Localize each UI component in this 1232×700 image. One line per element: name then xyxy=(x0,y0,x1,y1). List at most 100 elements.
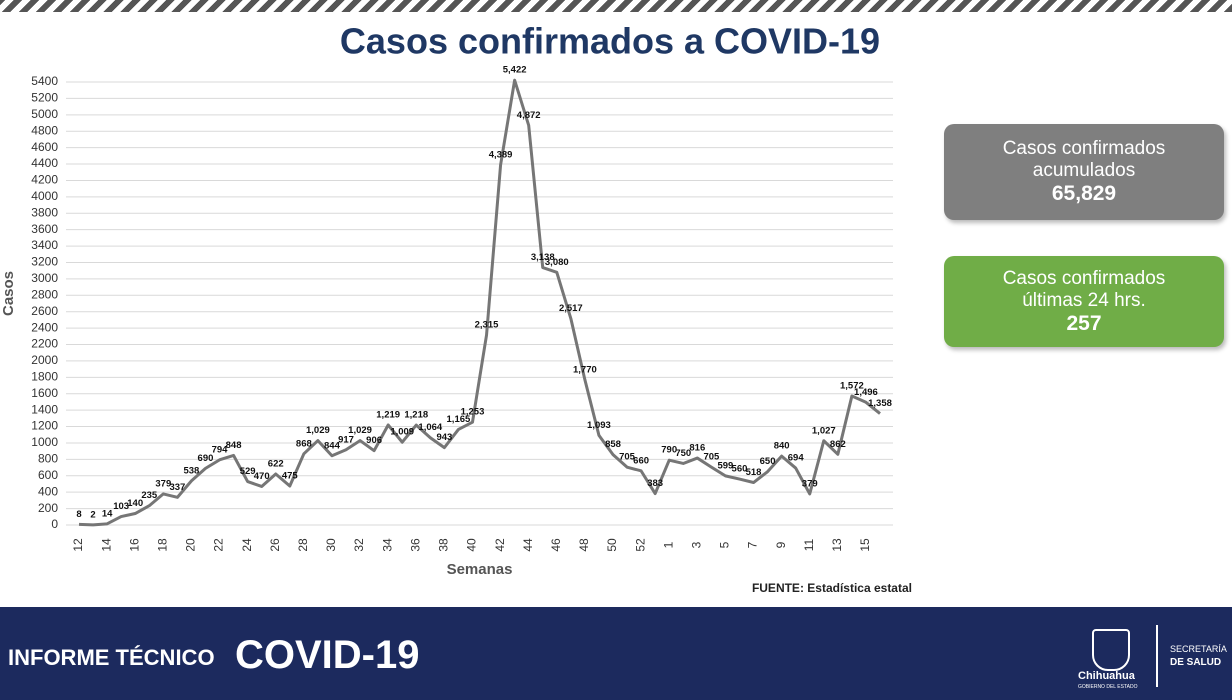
data-label: 103 xyxy=(113,501,129,512)
x-tick-label: 36 xyxy=(408,538,422,552)
x-tick-label: 20 xyxy=(184,538,198,552)
summary-card: Casos confirmados últimas 24 hrs. 257 xyxy=(944,256,1224,347)
data-label: 1,770 xyxy=(573,364,597,375)
data-label: 917 xyxy=(338,434,354,445)
x-tick-label: 26 xyxy=(268,538,282,552)
data-label: 2,517 xyxy=(559,303,583,314)
y-axis-title: Casos xyxy=(0,271,17,316)
data-label: 4,389 xyxy=(489,149,513,160)
data-label: 660 xyxy=(633,455,649,466)
y-tick-label: 3200 xyxy=(31,255,58,269)
data-label: 840 xyxy=(774,441,790,452)
x-tick-label: 22 xyxy=(212,538,226,552)
y-tick-label: 3000 xyxy=(31,271,58,285)
x-axis-title: Semanas xyxy=(447,561,513,578)
y-tick-label: 5400 xyxy=(31,74,58,88)
x-tick-label: 12 xyxy=(71,538,85,552)
y-tick-label: 0 xyxy=(51,517,58,531)
y-tick-label: 5200 xyxy=(31,91,58,105)
footer: INFORME TÉCNICO COVID-19 Chihuahua GOBIE… xyxy=(0,607,1232,700)
data-label: 1,219 xyxy=(376,410,400,421)
footer-dept: DE SALUD xyxy=(1170,657,1222,668)
x-tick-label: 18 xyxy=(155,538,169,552)
y-tick-label: 1600 xyxy=(31,386,58,400)
data-label: 14 xyxy=(102,508,113,519)
data-label: 8 xyxy=(76,509,81,520)
data-label: 690 xyxy=(198,453,214,464)
top-stripes xyxy=(0,0,1232,12)
footer-brand-sub: GOBIERNO DEL ESTADO xyxy=(1078,684,1138,690)
data-label: 848 xyxy=(226,440,242,451)
x-tick-label: 38 xyxy=(437,538,451,552)
footer-title: COVID-19 xyxy=(235,633,420,677)
data-label: 844 xyxy=(324,440,341,451)
data-label: 1,496 xyxy=(854,387,878,398)
data-label: 1,093 xyxy=(587,420,611,431)
y-tick-label: 2600 xyxy=(31,304,58,318)
x-tick-label: 7 xyxy=(746,541,760,548)
data-label: 622 xyxy=(268,458,284,469)
data-label: 379 xyxy=(155,478,171,489)
y-tick-label: 4800 xyxy=(31,123,58,137)
y-tick-label: 3400 xyxy=(31,238,58,252)
data-label: 3,080 xyxy=(545,257,569,268)
data-label: 4,872 xyxy=(517,110,541,121)
footer-brand: Chihuahua xyxy=(1078,670,1135,682)
data-label: 1,165 xyxy=(447,414,471,425)
x-tick-label: 28 xyxy=(296,538,310,552)
y-tick-label: 1200 xyxy=(31,419,58,433)
data-label: 1,064 xyxy=(418,422,442,433)
data-label: 906 xyxy=(366,435,382,446)
y-tick-label: 1000 xyxy=(31,435,58,449)
y-tick-label: 2400 xyxy=(31,320,58,334)
y-tick-label: 4000 xyxy=(31,189,58,203)
x-tick-label: 9 xyxy=(774,541,788,548)
data-label: 2 xyxy=(90,509,95,520)
x-tick-label: 13 xyxy=(830,538,844,552)
y-tick-label: 200 xyxy=(38,501,58,515)
data-label: 1,253 xyxy=(461,407,485,418)
data-label: 868 xyxy=(296,438,312,449)
data-label: 2,315 xyxy=(475,320,499,331)
data-label: 518 xyxy=(746,467,762,478)
y-tick-label: 4400 xyxy=(31,156,58,170)
y-tick-label: 2000 xyxy=(31,353,58,367)
data-label: 858 xyxy=(605,439,621,450)
chart-title: Casos confirmados a COVID-19 xyxy=(340,21,880,62)
y-tick-label: 5000 xyxy=(31,107,58,121)
data-label: 475 xyxy=(282,471,299,482)
data-label: 790 xyxy=(661,445,677,456)
data-label: 3,138 xyxy=(531,252,555,263)
data-label: 470 xyxy=(254,471,270,482)
data-label: 794 xyxy=(212,444,229,455)
data-label: 383 xyxy=(647,478,663,489)
data-label: 140 xyxy=(127,498,143,509)
x-tick-label: 46 xyxy=(549,538,563,552)
line xyxy=(78,78,881,527)
data-label: 816 xyxy=(689,443,705,454)
footer-left: INFORME TÉCNICO xyxy=(8,645,215,670)
y-tick-label: 4200 xyxy=(31,173,58,187)
y-tick-label: 400 xyxy=(38,484,58,498)
data-label: 235 xyxy=(141,490,158,501)
data-label: 599 xyxy=(717,460,733,471)
x-tick-label: 1 xyxy=(661,541,675,548)
data-label: 1,572 xyxy=(840,381,864,392)
x-tick-label: 42 xyxy=(493,538,507,552)
x-tick-label: 30 xyxy=(324,538,338,552)
x-tick-label: 15 xyxy=(858,538,872,552)
data-label: 943 xyxy=(436,432,452,443)
data-label: 560 xyxy=(732,464,748,475)
x-tick-label: 52 xyxy=(633,538,647,552)
data-label: 538 xyxy=(183,465,199,476)
y-tick-label: 4600 xyxy=(31,140,58,154)
y-tick-label: 1400 xyxy=(31,402,58,416)
summary-value: 65,829 xyxy=(1051,182,1117,205)
x-tick-label: 24 xyxy=(240,538,254,552)
data-label: 750 xyxy=(675,448,691,459)
x-tick-label: 16 xyxy=(127,538,141,552)
x-tick-label: 5 xyxy=(718,541,732,548)
data-label: 1,029 xyxy=(348,425,372,436)
data-label: 529 xyxy=(240,466,256,477)
x-tick-label: 32 xyxy=(352,538,366,552)
